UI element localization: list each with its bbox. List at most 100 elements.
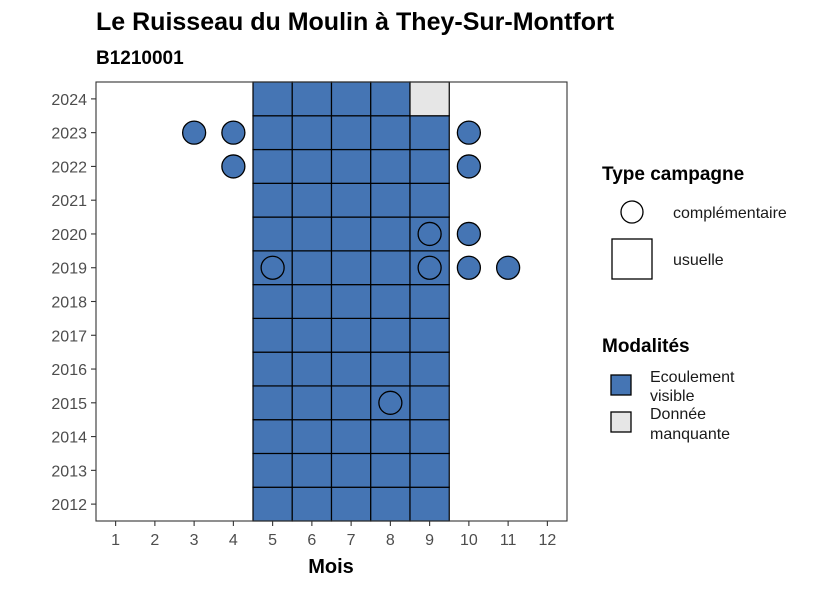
tile-2024-5 [252,81,293,117]
tile-2019-7 [330,250,372,286]
tile-2013-5 [252,452,293,488]
tile-2015-7 [330,385,372,421]
y-tick-label-2013: 2013 [51,463,87,480]
tile-2023-6 [291,115,333,151]
tile-2021-6 [291,182,333,218]
tile-2015-5 [252,385,293,421]
legend-title-modalites: Modalités [602,336,690,357]
y-tick-label-2012: 2012 [51,497,87,514]
y-tick-label-2018: 2018 [51,295,87,312]
legend-key-donnee-manquante [610,411,632,433]
point-2019-9 [417,255,442,280]
tile-2017-8 [370,317,411,353]
x-tick-label-3: 3 [190,532,199,549]
x-tick-label-4: 4 [229,532,238,549]
point-2023-10 [456,120,482,145]
legend-label-ecoulement-line2: visible [650,388,695,405]
tile-2016-8 [370,351,411,387]
tile-2022-9 [409,148,450,184]
tile-2019-8 [370,250,411,286]
tile-2015-9 [409,385,450,421]
point-2020-10 [456,221,482,247]
y-tick-label-2021: 2021 [51,193,87,210]
tile-2024-6 [291,81,333,117]
tile-2022-8 [370,148,411,184]
chart-title: Le Ruisseau du Moulin à They-Sur-Montfor… [96,8,615,36]
legend: Type campagne complémentaire usuelle Mod… [602,164,787,443]
tile-2023-9 [409,115,450,151]
legend-label-complementaire: complémentaire [673,205,787,222]
tile-2015-6 [291,385,333,421]
point-2019-11 [495,255,521,280]
y-tick-label-2020: 2020 [51,227,87,244]
tile-2012-8 [370,486,411,522]
tile-2018-8 [370,284,411,319]
tile-2018-9 [409,284,450,319]
x-tick-label-10: 10 [460,532,478,549]
y-tick-label-2019: 2019 [51,261,87,278]
tile-2022-7 [330,148,372,184]
point-2023-4 [221,120,246,145]
legend-label-donnee-line1: Donnée [650,406,706,423]
tile-2021-9 [409,182,450,218]
y-tick-label-2016: 2016 [51,362,87,379]
y-tick-label-2023: 2023 [51,126,87,143]
point-2022-4 [221,154,246,179]
point-2019-10 [456,255,482,280]
tile-2012-7 [330,486,372,522]
tile-2013-8 [370,452,411,488]
tile-2019-6 [291,250,333,286]
x-tick-label-2: 2 [150,532,159,549]
tile-2012-9 [409,486,450,522]
y-tick-label-2024: 2024 [51,92,87,109]
tile-2017-7 [330,317,372,353]
tile-2024-8 [370,81,411,117]
tile-2012-6 [291,486,333,522]
tile-2016-9 [409,351,450,387]
tile-2023-8 [370,115,411,151]
point-2015-8 [378,390,403,415]
x-tick-label-9: 9 [425,532,434,549]
tile-2021-5 [252,182,293,218]
tile-2017-5 [252,317,293,353]
x-tick-label-12: 12 [538,532,556,549]
y-tick-label-2017: 2017 [51,328,87,345]
tile-2024-7 [330,81,372,117]
tile-2020-7 [330,216,372,252]
legend-key-ecoulement-visible [610,374,632,396]
tile-2012-5 [252,486,293,522]
tile-2020-6 [291,216,333,252]
x-tick-label-6: 6 [307,532,316,549]
tile-2018-7 [330,284,372,319]
legend-key-complementaire [620,200,644,224]
tile-2016-7 [330,351,372,387]
legend-title-type: Type campagne [602,164,744,185]
x-tick-label-5: 5 [268,532,277,549]
legend-label-donnee-line2: manquante [650,426,730,443]
legend-key-usuelle [611,238,653,280]
point-2020-9 [417,221,442,247]
tile-2018-5 [252,284,293,319]
point-2023-3 [181,120,207,145]
tile-2013-6 [291,452,333,488]
x-axis-title: Mois [308,556,354,578]
x-tick-label-1: 1 [111,532,120,549]
tile-2020-5 [252,216,293,252]
tile-2023-5 [252,115,293,151]
tile-2024-9 [409,81,450,117]
legend-label-usuelle: usuelle [673,252,724,269]
tile-2021-8 [370,182,411,218]
complementaire-points [181,120,521,415]
tile-2018-6 [291,284,333,319]
tile-2014-8 [370,419,411,455]
tile-2022-5 [252,148,293,184]
tile-2014-5 [252,419,293,455]
y-axis: 2012 2013 2014 2015 2016 2017 2018 2019 2020 2021… [51,92,96,514]
usuelle-tiles [252,81,450,522]
chart-subtitle: B1210001 [96,48,184,69]
tile-2021-7 [330,182,372,218]
tile-2016-5 [252,351,293,387]
tile-2014-6 [291,419,333,455]
y-tick-label-2014: 2014 [51,430,87,447]
